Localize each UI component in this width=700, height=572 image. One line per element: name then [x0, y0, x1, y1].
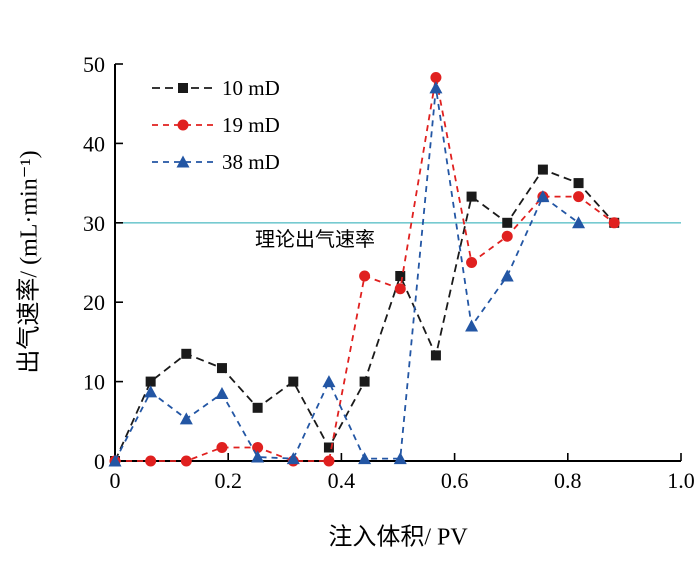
marker-square — [359, 376, 370, 387]
marker-square — [466, 191, 477, 202]
x-tick-label: 0 — [110, 468, 121, 493]
marker-circle — [177, 119, 189, 131]
marker-circle — [180, 455, 192, 467]
marker-square — [288, 376, 299, 387]
legend-label: 10 mD — [222, 76, 280, 100]
marker-circle — [573, 191, 585, 203]
marker-triangle — [108, 454, 122, 467]
x-tick-label: 0.6 — [441, 468, 469, 493]
marker-triangle — [393, 452, 407, 465]
y-tick-label: 40 — [83, 131, 105, 156]
marker-triangle — [429, 81, 443, 94]
marker-triangle — [251, 450, 265, 463]
marker-circle — [323, 455, 335, 467]
reference-line-label: 理论出气速率 — [255, 228, 375, 251]
marker-square — [181, 348, 192, 359]
marker-square — [573, 178, 584, 189]
marker-triangle — [465, 319, 479, 332]
marker-square — [178, 83, 188, 93]
x-tick-label: 0.8 — [554, 468, 582, 493]
marker-triangle — [358, 452, 372, 465]
legend-entry-10mD: 10 mD — [152, 76, 280, 100]
x-axis-label: 注入体积/ PV — [328, 524, 468, 551]
marker-circle — [216, 442, 228, 454]
marker-circle — [430, 71, 442, 83]
marker-triangle — [286, 452, 300, 465]
legend-label: 38 mD — [222, 150, 280, 174]
marker-circle — [394, 283, 406, 295]
y-axis-label: 出气速率/ (mL·min⁻¹) — [16, 150, 43, 374]
marker-square — [252, 402, 263, 413]
marker-square — [502, 217, 513, 228]
legend: 10 mD 19 mD 38 mD — [152, 76, 280, 174]
marker-triangle — [215, 387, 229, 400]
y-tick-label: 10 — [83, 370, 105, 395]
marker-circle — [145, 455, 157, 467]
marker-triangle — [322, 375, 336, 388]
marker-triangle — [144, 385, 158, 398]
marker-circle — [359, 270, 371, 282]
marker-triangle — [572, 216, 586, 229]
marker-circle — [501, 230, 513, 242]
marker-circle — [608, 217, 620, 229]
series-line — [115, 77, 615, 462]
x-tick-label: 0.4 — [328, 468, 356, 493]
marker-circle — [252, 442, 264, 454]
series-line — [114, 87, 580, 462]
marker-square — [395, 270, 406, 281]
y-tick-label: 20 — [83, 290, 105, 315]
marker-square — [145, 376, 156, 387]
marker-triangle — [536, 190, 550, 203]
marker-triangle — [500, 269, 514, 282]
legend-entry-38mD: 38 mD — [152, 150, 280, 174]
marker-square — [216, 363, 227, 374]
x-tick-label: 1.0 — [667, 468, 695, 493]
marker-square — [323, 442, 334, 453]
marker-square — [537, 164, 548, 175]
series-19mD — [109, 71, 620, 467]
y-tick-label: 0 — [94, 449, 105, 474]
y-tick-label: 50 — [83, 52, 105, 77]
marker-triangle — [179, 412, 193, 425]
marker-triangle — [176, 155, 190, 168]
legend-label: 19 mD — [222, 113, 280, 137]
marker-square — [430, 350, 441, 361]
x-tick-label: 0.2 — [214, 468, 242, 493]
series-38mD — [108, 81, 586, 467]
legend-entry-19mD: 19 mD — [152, 113, 280, 137]
marker-circle — [466, 257, 478, 268]
y-tick-label: 30 — [83, 211, 105, 236]
